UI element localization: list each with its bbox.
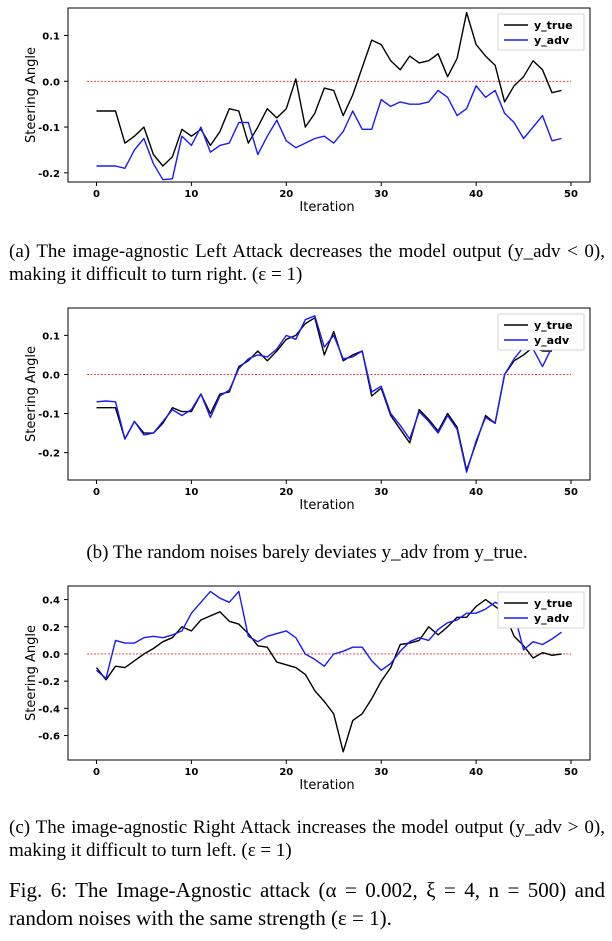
legend-label: y_adv [534, 34, 570, 47]
y-tick-label: -0.2 [38, 449, 60, 460]
plot-frame [67, 307, 591, 481]
x-axis-label: Iteration [299, 498, 354, 513]
y-tick-label: 0.0 [42, 650, 60, 661]
x-tick-label: 30 [374, 189, 388, 200]
x-tick-label: 50 [564, 767, 578, 778]
y-tick-label: -0.1 [38, 123, 60, 134]
series-line-y-true [96, 11, 562, 167]
y-tick-label: 0.2 [42, 623, 60, 634]
y-tick-label: 0.0 [42, 370, 60, 381]
x-axis-label: Iteration [299, 778, 354, 793]
legend-label: y_adv [534, 612, 570, 625]
legend-box [497, 13, 585, 51]
x-tick-label: 10 [184, 189, 198, 200]
y-tick-label: 0.1 [42, 331, 60, 342]
x-tick-label: 50 [564, 189, 578, 200]
chart-panel-b: 0 10 20 30 40 50 -0.2 -0.1 0.0 0.1 Iteration Steeri… [0, 298, 612, 523]
series-line-y-adv [96, 85, 562, 181]
x-tick-label: 40 [469, 487, 483, 498]
x-tick-label: 0 [93, 189, 100, 200]
y-tick-label: -0.2 [38, 677, 60, 688]
series-line-y-true [96, 317, 552, 471]
series-line-y-true [95, 598, 562, 753]
plot-frame [67, 7, 591, 183]
x-tick-label: 50 [564, 487, 578, 498]
x-tick-label: 30 [374, 767, 388, 778]
y-tick-label: 0.4 [42, 596, 60, 607]
y-tick-label: -0.4 [38, 704, 60, 715]
series-line-y-adv [96, 590, 562, 680]
chart-a-svg: 0 10 20 30 40 50 -0.2 -0.1 0.0 0.1 Iteration Steeri… [24, 7, 591, 215]
y-tick-label: -0.2 [38, 169, 60, 180]
caption-a: (a) The image-agnostic Left Attack decre… [9, 241, 605, 285]
legend-label: y_adv [534, 334, 570, 347]
x-tick-label: 0 [93, 767, 100, 778]
x-tick-label: 20 [279, 487, 293, 498]
caption-b: (b) The random noises barely deviates y_… [86, 542, 528, 563]
legend-box [497, 313, 585, 351]
x-tick-label: 10 [184, 767, 198, 778]
x-tick-label: 30 [374, 487, 388, 498]
y-tick-label: 0.1 [42, 31, 60, 42]
x-tick-label: 40 [469, 189, 483, 200]
y-axis-label: Steering Angle [24, 47, 39, 143]
caption-c: (c) The image-agnostic Right Attack incr… [9, 817, 605, 861]
chart-b-svg: 0 10 20 30 40 50 -0.2 -0.1 0.0 0.1 Iteration Steeri… [24, 307, 591, 513]
legend-label: y_true [534, 19, 573, 32]
y-tick-label: -0.1 [38, 410, 60, 421]
chart-panel-c: 0 10 20 30 40 50 -0.6 -0.4 -0.2 0.0 0.2 0.4 Iteratio… [0, 578, 612, 803]
legend-box [497, 591, 585, 629]
y-tick-label: 0.0 [42, 77, 60, 88]
x-tick-label: 40 [469, 767, 483, 778]
chart-panel-a: 0 10 20 30 40 50 -0.2 -0.1 0.0 0.1 Iteration Steeri… [0, 0, 612, 225]
x-tick-label: 20 [279, 189, 293, 200]
legend-label: y_true [534, 319, 573, 332]
y-axis-label: Steering Angle [24, 346, 39, 442]
x-tick-label: 10 [184, 487, 198, 498]
y-axis-label: Steering Angle [24, 625, 39, 721]
figure-caption: Fig. 6: The Image-Agnostic attack (α = 0… [9, 878, 605, 930]
x-tick-label: 20 [279, 767, 293, 778]
y-tick-label: -0.6 [38, 732, 60, 743]
x-axis-label: Iteration [299, 200, 354, 215]
x-tick-label: 0 [93, 487, 100, 498]
series-line-y-adv [96, 315, 553, 473]
plot-frame [67, 585, 591, 761]
legend-label: y_true [534, 597, 573, 610]
chart-c-svg: 0 10 20 30 40 50 -0.6 -0.4 -0.2 0.0 0.2 0.4 Iteratio… [24, 585, 591, 793]
